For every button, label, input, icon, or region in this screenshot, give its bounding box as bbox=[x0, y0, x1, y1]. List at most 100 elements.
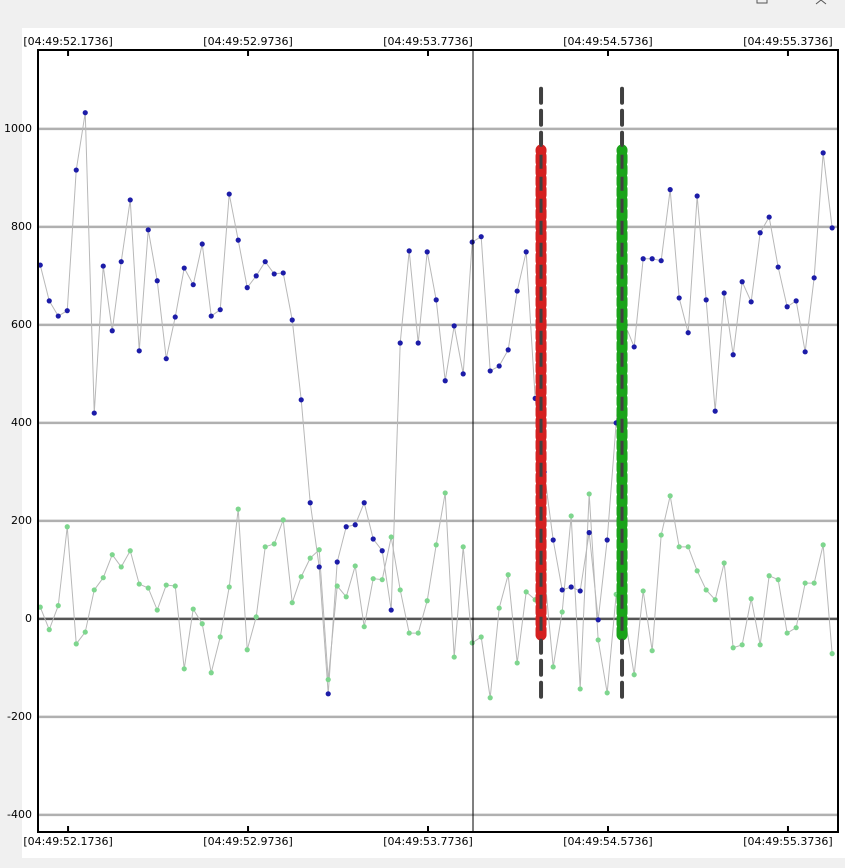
data-point bbox=[208, 670, 214, 676]
data-point bbox=[109, 552, 115, 558]
data-point bbox=[154, 278, 160, 284]
data-point bbox=[244, 285, 250, 291]
data-point bbox=[181, 666, 187, 672]
data-point bbox=[307, 555, 313, 561]
data-point bbox=[640, 256, 646, 262]
data-point bbox=[38, 262, 43, 268]
data-point bbox=[235, 237, 241, 243]
data-point bbox=[118, 259, 124, 265]
data-point bbox=[181, 265, 187, 271]
data-point bbox=[730, 645, 736, 651]
data-point bbox=[298, 397, 304, 403]
data-point bbox=[172, 314, 178, 320]
data-point bbox=[334, 583, 340, 589]
data-point bbox=[748, 299, 754, 305]
data-point bbox=[424, 598, 430, 604]
data-point bbox=[793, 298, 799, 304]
y-tick-label: 400 bbox=[11, 416, 32, 429]
data-point bbox=[712, 597, 718, 603]
data-point bbox=[190, 282, 196, 288]
data-point bbox=[55, 603, 61, 609]
data-point bbox=[451, 323, 457, 329]
data-point bbox=[136, 348, 142, 354]
data-point bbox=[784, 630, 790, 636]
x-tick-label-top: [04:49:54.5736] bbox=[563, 35, 652, 48]
data-point bbox=[721, 290, 727, 296]
data-point bbox=[793, 625, 799, 631]
data-point bbox=[361, 624, 367, 630]
data-point bbox=[352, 522, 358, 528]
x-tick-label-top: [04:49:52.1736] bbox=[23, 35, 112, 48]
data-point bbox=[514, 288, 520, 294]
data-point bbox=[460, 544, 466, 550]
data-point bbox=[442, 490, 448, 496]
data-point bbox=[523, 589, 529, 595]
data-point bbox=[487, 368, 493, 374]
data-point bbox=[658, 258, 664, 264]
data-point bbox=[199, 621, 205, 627]
data-point bbox=[703, 587, 709, 593]
data-point bbox=[658, 532, 664, 538]
data-point bbox=[145, 585, 151, 591]
data-point bbox=[406, 630, 412, 636]
y-tick-label: 200 bbox=[11, 514, 32, 527]
data-point bbox=[100, 263, 106, 269]
data-point bbox=[343, 524, 349, 530]
y-tick-label: 1000 bbox=[4, 122, 32, 135]
data-point bbox=[262, 259, 268, 265]
data-point bbox=[676, 295, 682, 301]
data-point bbox=[253, 614, 259, 620]
data-point bbox=[55, 313, 61, 319]
data-point bbox=[154, 607, 160, 613]
data-point bbox=[82, 110, 88, 116]
data-point bbox=[442, 378, 448, 384]
data-point bbox=[586, 491, 592, 497]
data-point bbox=[91, 410, 97, 416]
data-point bbox=[334, 559, 340, 565]
data-point bbox=[226, 584, 232, 590]
data-point bbox=[271, 541, 277, 547]
data-point bbox=[667, 493, 673, 499]
data-point bbox=[604, 537, 610, 543]
data-point bbox=[64, 524, 70, 530]
y-tick-label: -200 bbox=[7, 710, 32, 723]
data-point bbox=[595, 617, 601, 623]
data-point bbox=[694, 568, 700, 574]
data-point bbox=[631, 672, 637, 678]
data-point bbox=[316, 564, 322, 570]
data-point bbox=[550, 664, 556, 670]
data-point bbox=[505, 572, 511, 578]
data-point bbox=[577, 588, 583, 594]
data-point bbox=[262, 544, 268, 550]
x-tick-label-bottom: [04:49:53.7736] bbox=[383, 835, 472, 848]
data-point bbox=[73, 641, 79, 647]
data-point bbox=[649, 256, 655, 262]
data-point bbox=[766, 573, 772, 579]
data-point bbox=[739, 642, 745, 648]
maximize-button[interactable] bbox=[756, 0, 768, 4]
data-point bbox=[514, 660, 520, 666]
data-point bbox=[199, 241, 205, 247]
data-point bbox=[127, 548, 133, 554]
data-point bbox=[784, 304, 790, 310]
y-tick-label: 800 bbox=[11, 220, 32, 233]
data-point bbox=[811, 275, 817, 281]
data-point bbox=[676, 544, 682, 550]
data-point bbox=[757, 642, 763, 648]
data-point bbox=[352, 563, 358, 569]
data-point bbox=[172, 583, 178, 589]
data-point bbox=[433, 542, 439, 548]
data-point bbox=[415, 630, 421, 636]
plot-content bbox=[38, 110, 838, 817]
x-tick-label-top: [04:49:55.3736] bbox=[743, 35, 832, 48]
close-button[interactable] bbox=[815, 0, 827, 5]
data-point bbox=[685, 330, 691, 336]
data-point bbox=[487, 695, 493, 701]
data-point bbox=[739, 279, 745, 285]
data-point bbox=[469, 239, 475, 245]
data-point bbox=[244, 647, 250, 653]
data-point bbox=[38, 604, 43, 610]
data-point bbox=[568, 513, 574, 519]
data-point bbox=[379, 548, 385, 554]
